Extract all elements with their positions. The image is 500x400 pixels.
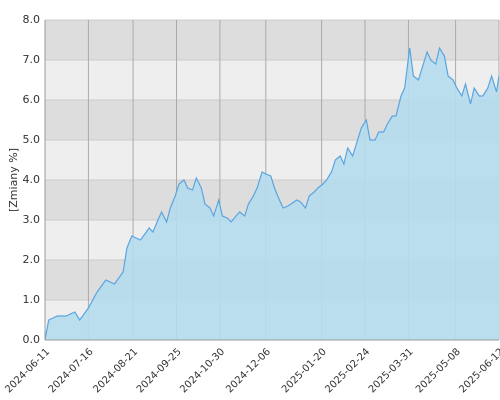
x-tick-label: 2024-08-21 (91, 346, 140, 395)
y-tick-label: 3.0 (23, 213, 41, 226)
x-tick-label: 2025-03-31 (367, 346, 416, 395)
x-tick-label: 2025-01-20 (280, 346, 329, 395)
area-fill (45, 48, 499, 340)
y-tick-label: 6.0 (23, 93, 41, 106)
y-tick-label: 1.0 (23, 293, 41, 306)
x-tick-label: 2024-07-16 (47, 346, 96, 395)
x-tick-label: 2025-02-24 (323, 346, 372, 395)
x-tick-label: 2024-12-06 (224, 346, 273, 395)
x-tick-label: 2024-06-11 (3, 346, 52, 395)
x-tick-label: 2025-06-12 (457, 346, 500, 395)
grid-band (45, 20, 499, 60)
y-tick-label: 2.0 (23, 253, 41, 266)
y-tick-label: 8.0 (23, 13, 41, 26)
y-tick-label: 4.0 (23, 173, 41, 186)
y-tick-label: 0.0 (23, 333, 41, 346)
line (44, 46, 500, 341)
x-tick-label: 2025-05-08 (414, 346, 463, 395)
x-tick-label: 2024-10-30 (178, 346, 227, 395)
y-axis-label: [Zmiany %] (7, 148, 20, 212)
x-tick-label: 2024-09-25 (135, 346, 184, 395)
y-tick-label: 7.0 (23, 53, 41, 66)
y-tick-label: 5.0 (23, 133, 41, 146)
